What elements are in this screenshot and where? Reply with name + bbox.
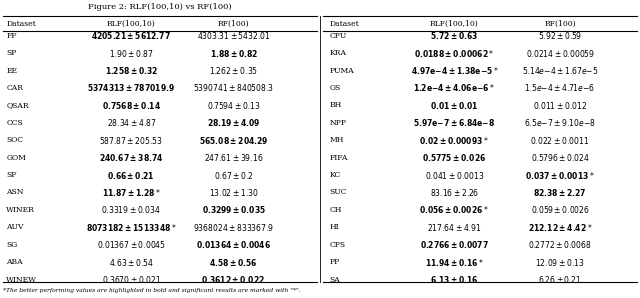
Text: SG: SG [6, 241, 18, 249]
Text: $\mathbf{82.38\pm2.27}$: $\mathbf{82.38\pm2.27}$ [533, 187, 587, 198]
Text: $0.011\pm0.012$: $0.011\pm0.012$ [533, 100, 587, 111]
Text: $\mathbf{0.0188 \pm0.00062}*$: $\mathbf{0.0188 \pm0.00062}*$ [414, 48, 495, 59]
Text: $0.059\pm0.0026$: $0.059\pm0.0026$ [531, 204, 589, 215]
Text: WINEW: WINEW [6, 276, 37, 283]
Text: $\mathbf{0.056\pm0.0026}*$: $\mathbf{0.056\pm0.0026}*$ [419, 204, 490, 215]
Text: $9368024\pm833367.9$: $9368024\pm833367.9$ [193, 222, 274, 233]
Text: RLF(100,10): RLF(100,10) [430, 20, 479, 28]
Text: $217.64\pm4.91$: $217.64\pm4.91$ [428, 222, 481, 233]
Text: $\mathbf{5374313 \pm787019.9}$: $\mathbf{5374313 \pm787019.9}$ [87, 83, 175, 94]
Text: *The better performing values are highlighted in bold and significant results ar: *The better performing values are highli… [3, 288, 301, 293]
Text: CAR: CAR [6, 84, 24, 92]
Text: $0.2772\pm0.0068$: $0.2772\pm0.0068$ [528, 239, 592, 250]
Text: $12.09\pm0.13$: $12.09\pm0.13$ [535, 257, 585, 268]
Text: QSAR: QSAR [6, 101, 29, 109]
Text: $\mathbf{0.01364\pm0.0046}$: $\mathbf{0.01364\pm0.0046}$ [196, 239, 271, 250]
Text: GS: GS [330, 84, 341, 92]
Text: $\mathbf{0.2766\pm0.0077}$: $\mathbf{0.2766\pm0.0077}$ [420, 239, 489, 250]
Text: FF: FF [6, 32, 17, 40]
Text: SP: SP [6, 49, 17, 57]
Text: $0.01367\pm0.0045$: $0.01367\pm0.0045$ [97, 239, 166, 250]
Text: PP: PP [330, 258, 340, 266]
Text: $83.16\pm2.26$: $83.16\pm2.26$ [429, 187, 479, 198]
Text: NPP: NPP [330, 119, 347, 127]
Text: KC: KC [330, 171, 341, 179]
Text: $\mathbf{0.02\pm0.00093}*$: $\mathbf{0.02\pm0.00093}*$ [419, 135, 490, 146]
Text: KRA: KRA [330, 49, 347, 57]
Text: $\mathbf{0.037\pm0.0013}*$: $\mathbf{0.037\pm0.0013}*$ [525, 170, 595, 181]
Text: RF(100): RF(100) [218, 20, 250, 28]
Text: $0.3670\pm0.021$: $0.3670\pm0.021$ [102, 274, 161, 285]
Text: $13.02\pm1.30$: $13.02\pm1.30$ [209, 187, 259, 198]
Text: $1.262\pm0.35$: $1.262\pm0.35$ [209, 65, 258, 76]
Text: $\mathbf{4.97e{-}4 \pm1.38e{-}5}*$: $\mathbf{4.97e{-}4 \pm1.38e{-}5}*$ [410, 65, 499, 76]
Text: $\mathbf{28.19 \pm4.09}$: $\mathbf{28.19 \pm4.09}$ [207, 117, 260, 128]
Text: GOM: GOM [6, 154, 26, 162]
Text: RF(100): RF(100) [544, 20, 576, 28]
Text: $\mathbf{0.7568\pm0.14}$: $\mathbf{0.7568\pm0.14}$ [102, 100, 161, 111]
Text: $\mathbf{0.66\pm0.21}$: $\mathbf{0.66\pm0.21}$ [108, 170, 155, 181]
Text: $\mathbf{0.5775\pm0.026}$: $\mathbf{0.5775\pm0.026}$ [422, 152, 486, 163]
Text: $6.26\pm0.21$: $6.26\pm0.21$ [538, 274, 582, 285]
Text: SF: SF [6, 171, 17, 179]
Text: Dataset: Dataset [6, 20, 36, 28]
Text: PUMA: PUMA [330, 66, 355, 74]
Text: $5.92\pm0.59$: $5.92\pm0.59$ [538, 30, 582, 41]
Text: AUV: AUV [6, 223, 24, 231]
Text: $0.67 \pm0.2$: $0.67 \pm0.2$ [214, 170, 253, 181]
Text: HI: HI [330, 223, 339, 231]
Text: $\mathbf{1.2e{-}4 \pm4.06e{-}6}*$: $\mathbf{1.2e{-}4 \pm4.06e{-}6}*$ [413, 83, 495, 94]
Text: SUC: SUC [330, 188, 347, 196]
Text: $6.5e{-}7\pm9.10e{-}8$: $6.5e{-}7\pm9.10e{-}8$ [524, 117, 596, 128]
Text: BH: BH [330, 101, 342, 109]
Text: CPS: CPS [330, 241, 346, 249]
Text: $\mathbf{11.94\pm0.16}*$: $\mathbf{11.94\pm0.16}*$ [425, 257, 484, 268]
Text: ASN: ASN [6, 188, 24, 196]
Text: $\mathbf{6.13\pm0.16}$: $\mathbf{6.13\pm0.16}$ [430, 274, 479, 285]
Text: MH: MH [330, 136, 344, 144]
Text: CCS: CCS [6, 119, 23, 127]
Text: $0.0214 \pm0.00059$: $0.0214 \pm0.00059$ [525, 48, 595, 59]
Text: $0.3319\pm0.034$: $0.3319\pm0.034$ [102, 204, 161, 215]
Text: $\mathbf{5.72\pm0.63}$: $\mathbf{5.72\pm0.63}$ [430, 30, 479, 41]
Text: $\mathbf{11.87 \pm1.28}*$: $\mathbf{11.87 \pm1.28}*$ [102, 187, 161, 198]
Text: $\mathbf{8073182\pm1513348}*$: $\mathbf{8073182\pm1513348}*$ [86, 222, 177, 233]
Text: $\mathbf{565.08 \pm204.29}$: $\mathbf{565.08 \pm204.29}$ [199, 135, 268, 146]
Text: $28.34\pm4.87$: $28.34\pm4.87$ [106, 117, 156, 128]
Text: CH: CH [330, 206, 342, 214]
Text: $0.5796\pm0.024$: $0.5796\pm0.024$ [531, 152, 589, 163]
Text: $1.90\pm0.87$: $1.90\pm0.87$ [109, 48, 154, 59]
Text: EE: EE [6, 66, 17, 74]
Text: $587.87\pm205.53$: $587.87\pm205.53$ [99, 135, 163, 146]
Text: $\mathbf{1.88\pm0.82}$: $\mathbf{1.88\pm0.82}$ [209, 48, 258, 59]
Text: $0.7594\pm0.13$: $0.7594\pm0.13$ [207, 100, 260, 111]
Text: SOC: SOC [6, 136, 24, 144]
Text: CPU: CPU [330, 32, 347, 40]
Text: $\mathbf{4.58\pm0.56}$: $\mathbf{4.58\pm0.56}$ [209, 257, 258, 268]
Text: $5.14e{-}4\pm1.67e{-}5$: $5.14e{-}4\pm1.67e{-}5$ [522, 65, 598, 76]
Text: Figure 2: RLF(100,10) vs RF(100): Figure 2: RLF(100,10) vs RF(100) [88, 4, 232, 11]
Text: $\mathbf{1.258\pm0.32}$: $\mathbf{1.258\pm0.32}$ [104, 65, 158, 76]
Text: $\mathbf{212.12\pm4.42}*$: $\mathbf{212.12\pm4.42}*$ [527, 222, 593, 233]
Text: $\mathbf{5.97e{-}7\pm6.84e{-}8}$: $\mathbf{5.97e{-}7\pm6.84e{-}8}$ [413, 117, 495, 128]
Text: $0.041\pm0.0013$: $0.041\pm0.0013$ [425, 170, 484, 181]
Text: $\mathbf{4205.21 \pm5612.77}$: $\mathbf{4205.21 \pm5612.77}$ [91, 30, 172, 41]
Text: WINER: WINER [6, 206, 35, 214]
Text: $4.63 \pm0.54$: $4.63 \pm0.54$ [109, 257, 154, 268]
Text: SA: SA [330, 276, 340, 283]
Text: $\mathbf{240.67\pm38.74}$: $\mathbf{240.67\pm38.74}$ [99, 152, 163, 163]
Text: $4303.31\pm5432.01$: $4303.31\pm5432.01$ [196, 30, 271, 41]
Text: $\mathbf{0.3299 \pm0.035}$: $\mathbf{0.3299 \pm0.035}$ [202, 204, 266, 215]
Text: $0.022 \pm0.0011$: $0.022 \pm0.0011$ [531, 135, 589, 146]
Text: RLF(100,10): RLF(100,10) [107, 20, 156, 28]
Text: $5390741 \pm840508.3$: $5390741 \pm840508.3$ [193, 83, 274, 94]
Text: $247.61\pm39.16$: $247.61\pm39.16$ [204, 152, 263, 163]
Text: FIFA: FIFA [330, 154, 348, 162]
Text: Dataset: Dataset [330, 20, 359, 28]
Text: $1.5e{-}4\pm4.71e{-}6$: $1.5e{-}4\pm4.71e{-}6$ [524, 83, 596, 94]
Text: ABA: ABA [6, 258, 23, 266]
Text: $\mathbf{0.01 \pm0.01}$: $\mathbf{0.01 \pm0.01}$ [430, 100, 479, 111]
Text: $\mathbf{0.3612\pm0.022}$: $\mathbf{0.3612\pm0.022}$ [202, 274, 266, 285]
